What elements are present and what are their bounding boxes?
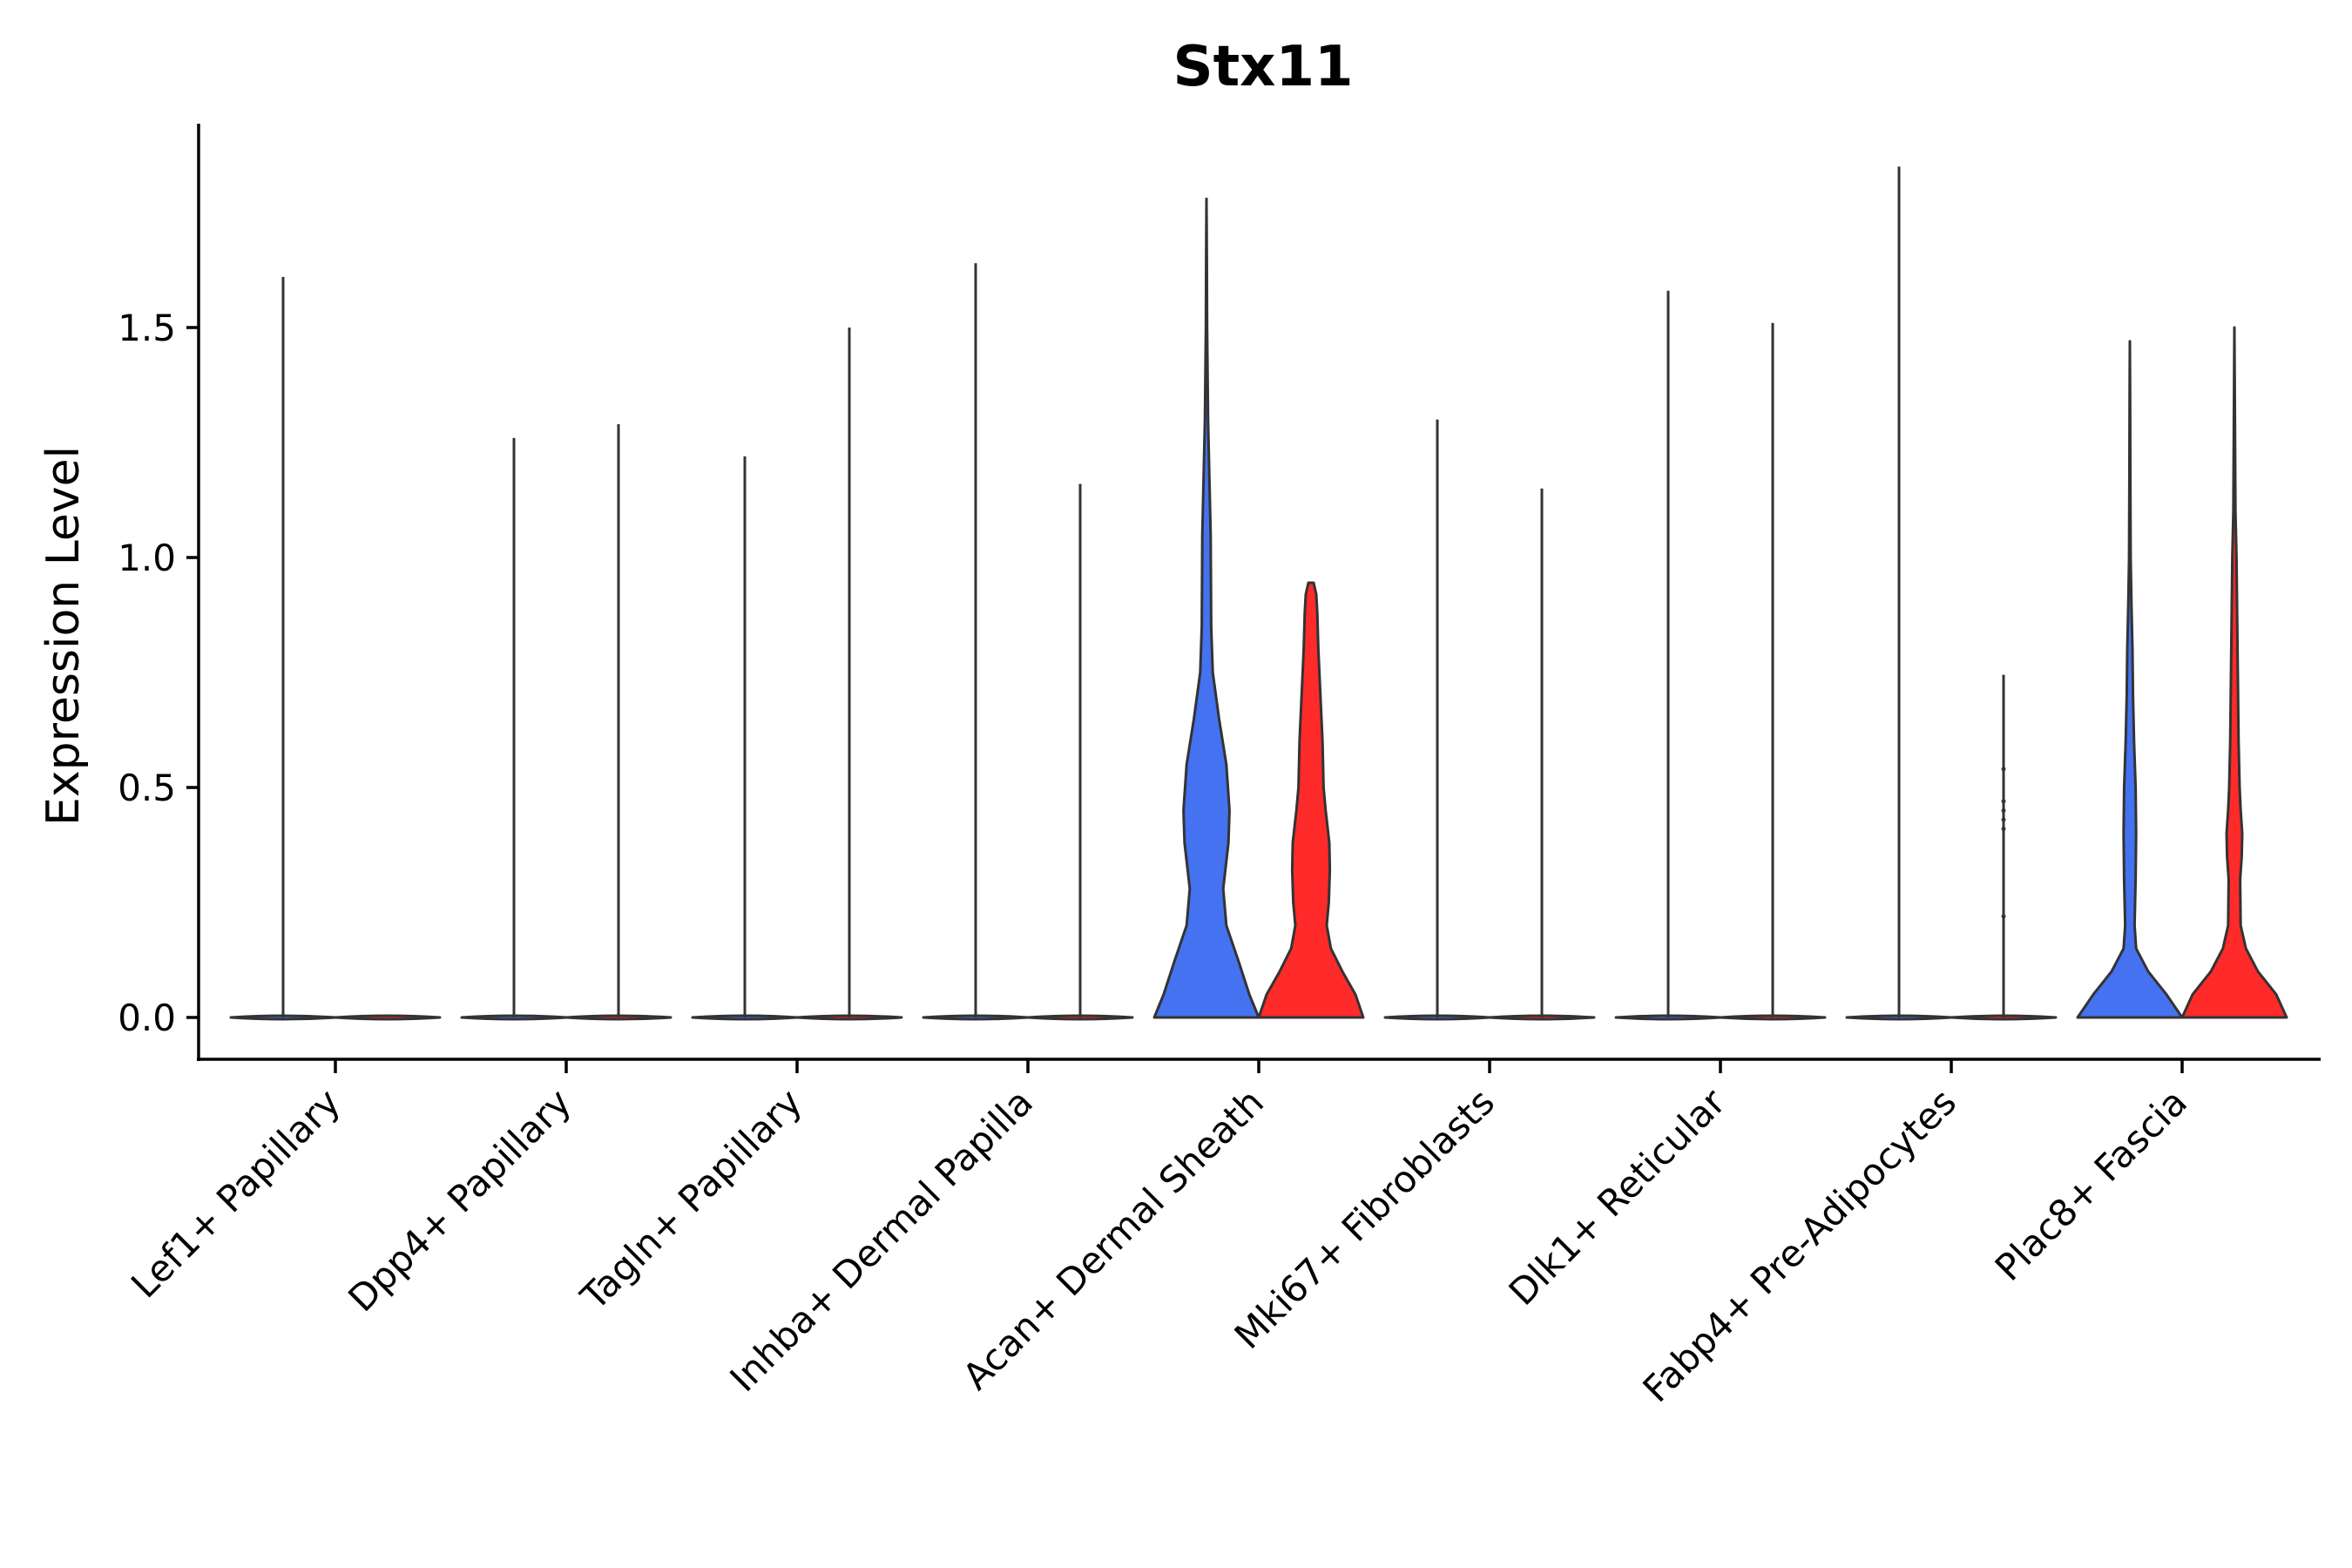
violin-2-4 — [1026, 483, 1134, 1021]
x-tick-label: Mki67+ Fibroblasts — [1227, 1080, 1503, 1356]
violin-2-9 — [2180, 326, 2288, 1019]
y-tick-label: 1.0 — [118, 537, 176, 579]
violin-1-3 — [691, 456, 799, 1021]
violin-2-6 — [1488, 488, 1596, 1021]
x-tick-label: Lef1+ Papillary — [123, 1080, 348, 1306]
violin-body — [2180, 326, 2288, 1019]
outlier-point — [2001, 808, 2006, 813]
x-tick-label: Plac8+ Fascia — [1987, 1080, 2195, 1288]
outlier-point — [2001, 817, 2006, 822]
violin-body — [1257, 581, 1365, 1019]
violin-body — [2076, 340, 2184, 1019]
y-axis-ticks: 0.0 0.5 1.0 1.5 — [118, 307, 199, 1039]
violin-2-2 — [564, 423, 672, 1021]
y-tick-label: 1.5 — [118, 307, 176, 349]
violin-2-7 — [1719, 322, 1827, 1021]
outlier-point — [2001, 767, 2006, 772]
x-tick-label: Dlk1+ Reticular — [1501, 1080, 1734, 1314]
outlier-point — [2001, 914, 2006, 919]
violin-2-3 — [795, 328, 903, 1021]
violin-1-7 — [1614, 290, 1722, 1021]
y-tick-label: 0.5 — [118, 767, 176, 809]
violin-2-1 — [334, 1014, 442, 1021]
y-tick-label: 0.0 — [118, 997, 176, 1039]
x-tick-label: Tagln+ Papillary — [572, 1080, 810, 1318]
x-tick-label: Dpp4+ Papillary — [340, 1080, 579, 1320]
violins-layer — [229, 166, 2288, 1021]
violin-2-8 — [1950, 674, 2058, 1021]
violin-1-1 — [229, 276, 337, 1021]
violin-1-8 — [1845, 166, 1953, 1021]
violin-base — [334, 1014, 442, 1021]
violin-1-5 — [1152, 197, 1260, 1019]
outlier-point — [2001, 799, 2006, 804]
violin-2-5 — [1257, 581, 1365, 1019]
violin-1-9 — [2076, 340, 2184, 1019]
violin-body — [1152, 197, 1260, 1019]
outlier-point — [2001, 827, 2006, 832]
violin-1-4 — [922, 263, 1030, 1021]
chart-title: Stx11 — [1173, 35, 1353, 99]
violin-1-6 — [1383, 419, 1491, 1021]
y-axis-label: Expression Level — [37, 446, 90, 826]
violin-1-2 — [460, 437, 568, 1021]
